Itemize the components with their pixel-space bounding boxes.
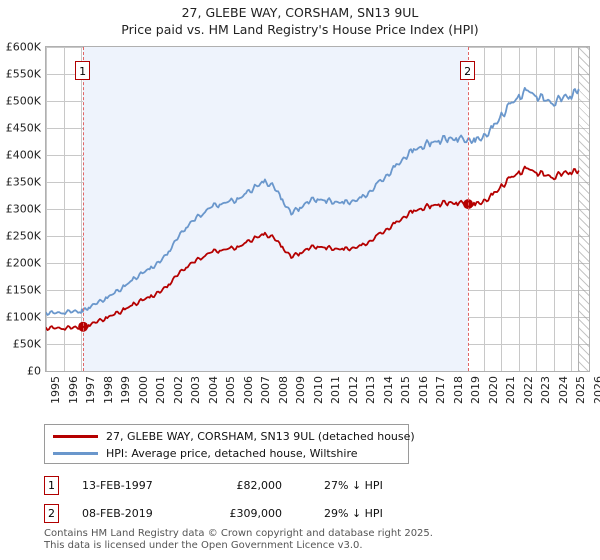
shaded-region [83,47,469,371]
table-row: 1 13-FEB-1997 £82,000 27% ↓ HPI [44,475,464,495]
y-axis-tick-label: £400K [5,148,41,162]
y-axis-tick-label: £50K [12,337,41,351]
x-axis-tick-label: 1995 [49,376,62,404]
x-axis-tick-label: 2009 [294,376,308,404]
gridline-vertical [571,47,573,371]
gridline-vertical [553,47,555,371]
x-axis-tick-label: 2015 [399,376,413,404]
legend-label-hpi: HPI: Average price, detached house, Wilt… [106,447,358,460]
x-axis-tick-label: 2008 [276,376,290,404]
transaction-date-1: 13-FEB-1997 [82,478,153,492]
page-subtitle: Price paid vs. HM Land Registry's House … [121,22,479,37]
gridline-vertical [483,47,485,371]
hatched-region [578,47,589,371]
gridline-vertical [63,47,65,371]
gridline-vertical [501,47,503,371]
gridline-vertical [518,47,520,371]
legend-label-property: 27, GLEBE WAY, CORSHAM, SN13 9UL (detach… [106,430,415,443]
chart-title-block: 27, GLEBE WAY, CORSHAM, SN13 9UL Price p… [0,4,600,38]
series-lines [46,87,580,332]
plot-area [45,46,590,372]
x-axis-tick-label: 2014 [381,376,395,404]
x-axis-tick-label: 2025 [574,376,588,404]
x-axis-tick-label: 2004 [206,376,220,404]
gridline-vertical [81,47,83,371]
x-axis-tick-label: 1997 [84,376,98,404]
x-axis-tick-label: 2013 [364,376,378,404]
x-axis-tick-label: 2011 [329,376,343,404]
x-axis-tick-label: 2022 [521,376,535,404]
x-axis-tick-label: 2021 [504,376,518,404]
transaction-badge-1: 1 [44,475,59,495]
transaction-badge-2: 2 [44,503,59,523]
x-axis-tick-label: 2002 [171,376,185,404]
x-axis-tick-label: 2023 [539,376,553,404]
y-axis-tick-label: £300K [5,202,41,216]
x-axis-tick-label: 1999 [119,376,133,404]
series-line-property [46,165,580,331]
transaction-delta-2: 29% ↓ HPI [324,506,383,520]
table-row: 2 08-FEB-2019 £309,000 29% ↓ HPI [44,503,464,523]
x-axis-tick-label: 1996 [66,376,80,404]
x-axis-tick-label: 1998 [101,376,115,404]
y-axis-tick-label: £500K [5,94,41,108]
page-title: 27, GLEBE WAY, CORSHAM, SN13 9UL [181,5,419,20]
x-axis-tick-label: 2016 [416,376,430,404]
y-axis-tick-label: £200K [5,256,41,270]
x-axis-tick-label: 2024 [556,376,570,404]
x-axis-tick-label: 2012 [346,376,360,404]
event-vertical-line [83,47,85,371]
copyright-footer: Contains HM Land Registry data © Crown c… [44,528,584,551]
event-badge-1[interactable]: 1 [75,61,91,80]
y-axis-tick-label: £450K [5,121,41,135]
transaction-delta-1: 27% ↓ HPI [324,478,383,492]
x-axis-tick-label: 2001 [154,376,168,404]
x-axis-tick-label: 2003 [189,376,203,404]
legend-swatch-hpi [53,452,98,455]
y-axis-labels: £0 £50K £100K £150K £200K £250K £300K £350K £400… [0,41,43,378]
x-axis-tick-label: 2006 [241,376,255,404]
x-axis-tick-label: 2000 [136,376,150,404]
chart-legend: 27, GLEBE WAY, CORSHAM, SN13 9UL (detach… [44,424,415,464]
gridline-vertical [46,47,47,371]
x-axis-tick-label: 2018 [451,376,465,404]
x-axis-labels: 1995 1996 1997 1998 1999 2000 2001 2002 2003 2004… [45,376,600,416]
transaction-price-1: £82,000 [236,478,283,492]
legend-item-hpi: HPI: Average price, detached house, Wilt… [45,445,408,462]
y-axis-tick-label: £250K [5,229,41,243]
series-line-hpi [46,87,580,316]
x-axis-tick-label: 2005 [224,376,238,404]
x-axis-tick-label: 2019 [469,376,483,404]
event-vertical-line [468,47,470,371]
legend-item-property: 27, GLEBE WAY, CORSHAM, SN13 9UL (detach… [45,428,415,445]
y-axis-tick-label: £350K [5,175,41,189]
y-axis-tick-label: £600K [5,40,41,54]
transaction-price-2: £309,000 [229,506,283,520]
gridline-vertical [536,47,538,371]
legend-swatch-property [53,435,98,438]
y-axis-tick-label: £0 [27,364,41,378]
transaction-date-2: 08-FEB-2019 [82,506,153,520]
footer-line-1: Contains HM Land Registry data © Crown c… [44,528,433,539]
y-axis-tick-label: £550K [5,67,41,81]
x-axis-tick-label: 2010 [311,376,325,404]
y-axis-tick-label: £100K [5,310,41,324]
x-axis-tick-label: 2017 [434,376,448,404]
event-badge-2[interactable]: 2 [460,61,476,80]
x-axis-tick-label: 2026 [592,376,600,404]
y-axis-tick-label: £150K [5,283,41,297]
x-axis-tick-label: 2020 [486,376,500,404]
x-axis-tick-label: 2007 [259,376,273,404]
footer-line-2: This data is licensed under the Open Gov… [44,539,363,551]
gridline-horizontal [46,371,589,372]
gridline-vertical [589,47,590,371]
